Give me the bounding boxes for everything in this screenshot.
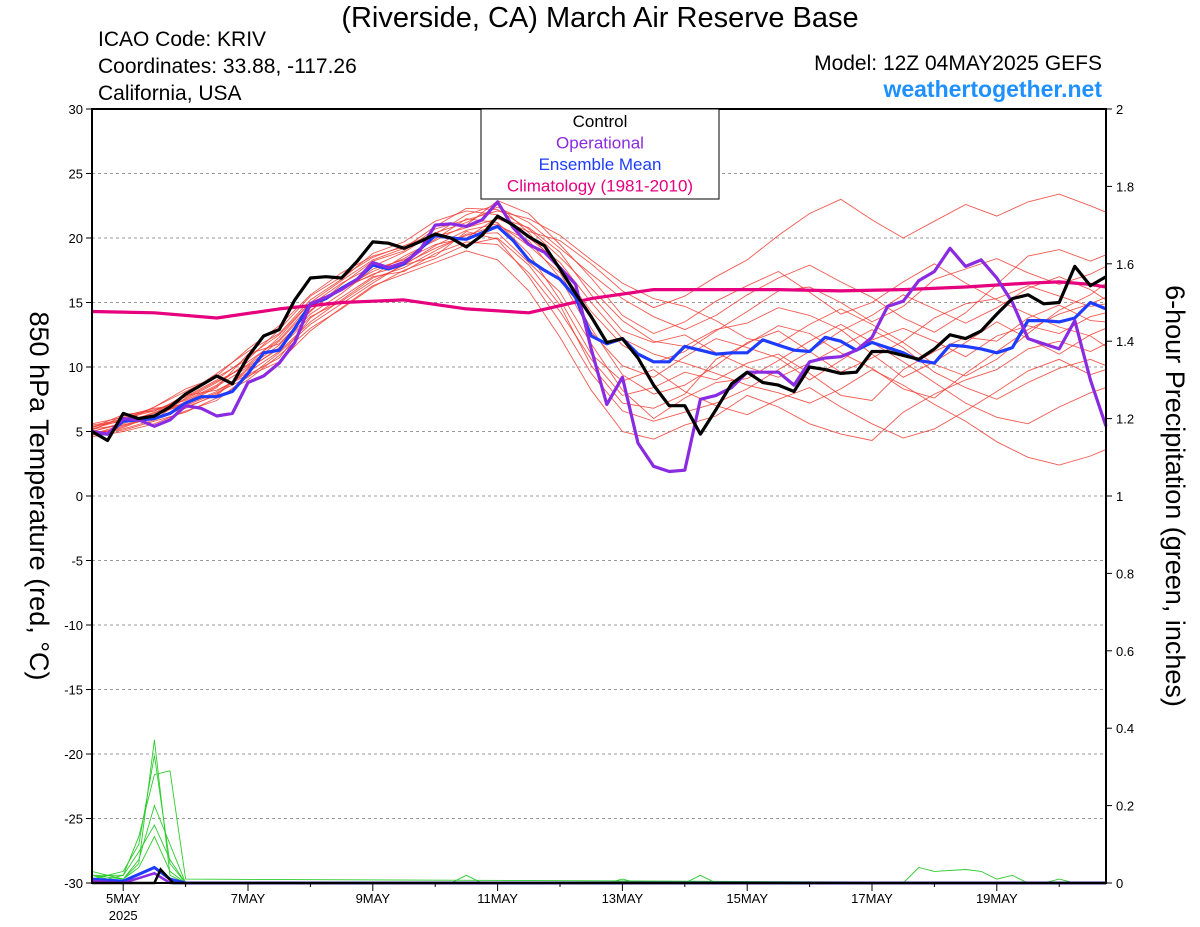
legend: Control Operational Ensemble Mean Climatolo…	[480, 108, 720, 200]
y2-tick-label: 2	[1116, 102, 1123, 117]
precip-member-line	[91, 824, 1106, 884]
legend-entry: Operational	[556, 134, 644, 153]
y2-tick-label: 0	[1116, 876, 1123, 891]
precip-member-line	[91, 755, 1106, 884]
y2-axis-title: 6-hour Precipitation (green, inches)	[1160, 285, 1190, 707]
legend-entry: Ensemble Mean	[539, 155, 662, 174]
x-tick-label: 17MAY	[851, 891, 893, 906]
ensemble-member-line	[91, 203, 1107, 432]
x-tick-year-label: 2025	[109, 908, 138, 923]
chart-title: (Riverside, CA) March Air Reserve Base	[341, 2, 859, 34]
icao-code: ICAO Code: KRIV	[98, 28, 267, 51]
y2-tick-label: 0.8	[1116, 566, 1134, 581]
legend-entry: Climatology (1981-2010)	[507, 177, 693, 196]
y-tick-label: -25	[64, 812, 83, 827]
y-tick-label: -30	[64, 876, 83, 891]
precip-members	[91, 739, 1107, 884]
precip-member-line	[92, 867, 1106, 884]
y2-tick-label: 1.6	[1116, 257, 1134, 272]
precip-member-line	[92, 835, 1106, 884]
y-axis-right: 2 1.8 1.6 1.4 1.2 1 0.8 0.6 0.4 0.2 0	[1106, 102, 1134, 891]
ensemble-member-line	[91, 207, 1107, 429]
ensemble-member-line	[91, 200, 1107, 434]
x-axis: 5MAY 7MAY 9MAY 11MAY 13MAY 15MAY 17MAY 19MAY 202…	[106, 883, 1060, 923]
x-tick-label: 13MAY	[602, 891, 644, 906]
ensemble-member-line	[91, 216, 1107, 430]
y-tick-label: -5	[71, 554, 83, 569]
y2-tick-label: 0.6	[1116, 644, 1134, 659]
ensemble-member-line	[91, 237, 1107, 434]
y-tick-label: 10	[69, 360, 83, 375]
y2-tick-label: 1.2	[1116, 412, 1134, 427]
model-run: Model: 12Z 04MAY2025 GEFS	[814, 52, 1102, 75]
precip-member-line	[91, 739, 1106, 884]
x-tick-label: 11MAY	[477, 891, 518, 906]
x-tick-label: 9MAY	[356, 891, 391, 906]
y-tick-label: 15	[69, 296, 83, 311]
ensemble-member-line	[91, 250, 1107, 441]
y-axis-title: 850 hPa Temperature (red, °C)	[24, 312, 54, 681]
y2-tick-label: 1.8	[1116, 179, 1134, 194]
coordinates: Coordinates: 33.88, -117.26	[98, 55, 357, 78]
x-tick-label: 7MAY	[231, 891, 266, 906]
y-tick-label: 5	[76, 425, 83, 440]
ensemble-member-line	[91, 210, 1107, 466]
legend-entry: Control	[573, 112, 628, 131]
y-tick-label: -10	[64, 618, 83, 633]
y2-tick-label: 1.4	[1116, 334, 1134, 349]
region: California, USA	[98, 82, 242, 105]
site-link[interactable]: weathertogether.net	[883, 76, 1102, 102]
y-tick-label: 30	[69, 102, 83, 117]
y2-tick-label: 0.2	[1116, 799, 1134, 814]
y-tick-label: 0	[76, 489, 83, 504]
y2-tick-label: 1	[1116, 489, 1123, 504]
operational-line	[91, 200, 1108, 474]
y-tick-label: -20	[64, 747, 83, 762]
y-tick-label: 25	[69, 167, 83, 182]
ensemble-member-line	[91, 218, 1107, 439]
x-tick-label: 19MAY	[976, 891, 1018, 906]
ensemble-member-line	[91, 224, 1107, 432]
y-axis-left: 30 25 20 15 10 5 0 -5 -10 -15 -20 -25 -30	[64, 102, 92, 891]
x-tick-label: 15MAY	[726, 891, 768, 906]
y-tick-label: -15	[64, 683, 83, 698]
ensemble-member-line	[91, 232, 1107, 431]
y-tick-label: 20	[69, 231, 83, 246]
control-line	[91, 214, 1107, 443]
ensemble-member-line	[91, 210, 1107, 426]
ensemble-mean-line	[91, 224, 1107, 436]
precip-member-line	[91, 804, 1106, 884]
ensemble-member-line	[91, 231, 1107, 436]
ensemble-member-line	[91, 206, 1107, 425]
climatology-1981-2010-line	[91, 280, 1107, 320]
legend-box	[480, 108, 720, 200]
x-tick-label: 5MAY	[106, 891, 141, 906]
precip-member-line	[91, 770, 1107, 884]
y2-tick-label: 0.4	[1116, 721, 1134, 736]
